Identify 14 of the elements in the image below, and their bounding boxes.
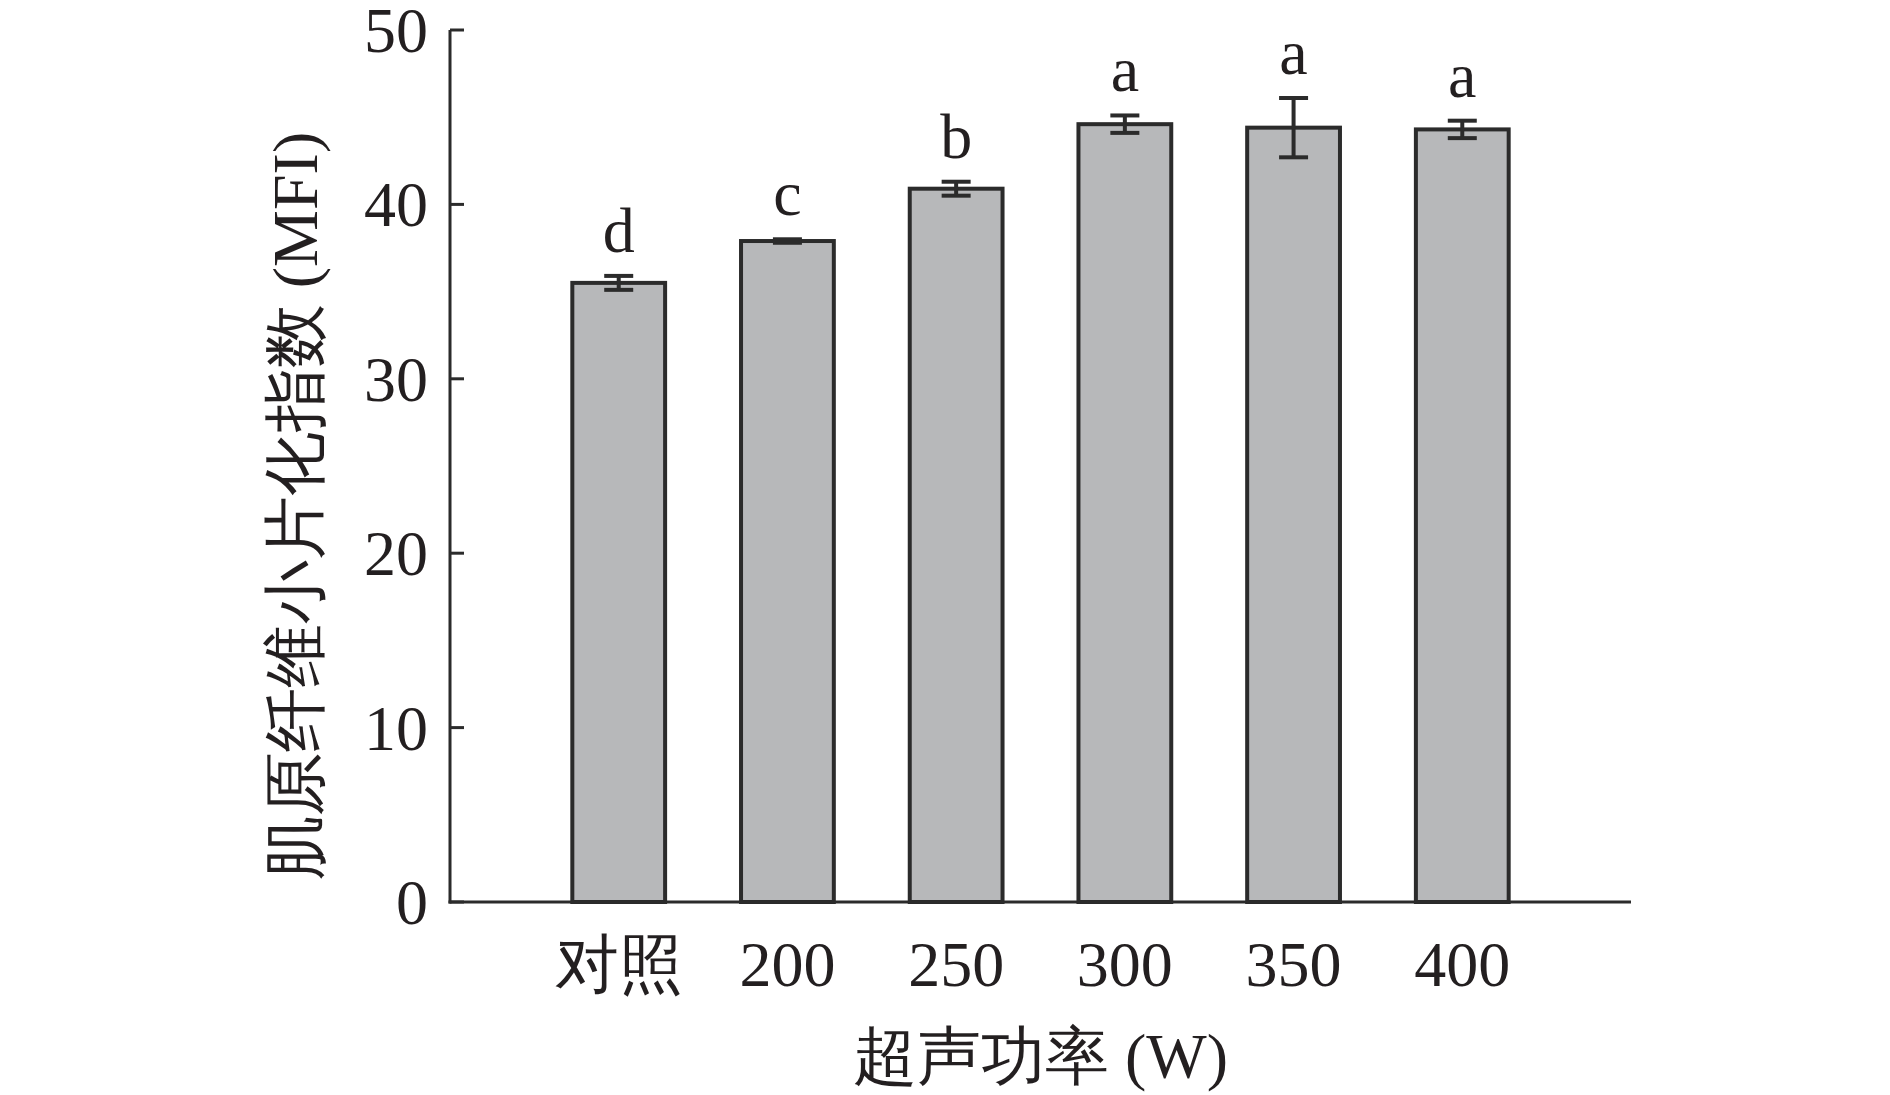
x-tick-label: 350	[1245, 929, 1342, 1000]
x-tick-label: 300	[1076, 929, 1173, 1000]
y-axis-title: 肌原纤维小片化指数 (MFI)	[260, 131, 331, 881]
x-axis-title: 超声功率 (W)	[852, 1021, 1229, 1092]
y-tick-label: 40	[364, 169, 428, 241]
y-tick-label: 10	[364, 692, 428, 764]
x-tick-label: 对照	[554, 929, 683, 1000]
y-tick-label: 30	[364, 343, 428, 415]
y-tick-label: 20	[364, 518, 428, 590]
x-tick-label: 250	[908, 929, 1005, 1000]
x-tick-label: 200	[739, 929, 836, 1000]
y-tick-label: 0	[396, 867, 428, 938]
y-tick-label: 50	[364, 0, 428, 66]
x-tick-label: 400	[1414, 929, 1511, 1000]
